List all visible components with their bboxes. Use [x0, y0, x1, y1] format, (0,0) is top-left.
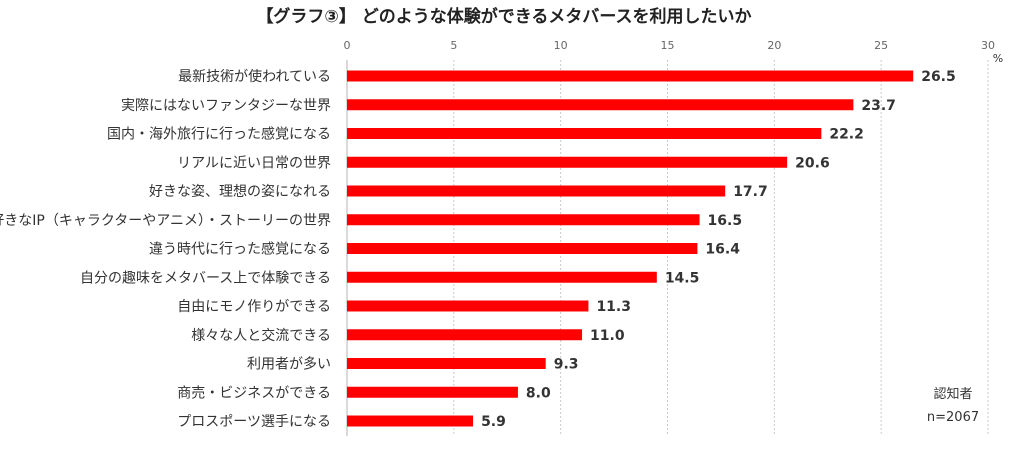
bar	[347, 70, 914, 82]
value-label: 16.4	[705, 242, 740, 258]
value-label: 5.9	[481, 414, 506, 430]
value-label: 17.7	[733, 184, 768, 200]
category-label: 利用者が多い	[247, 356, 331, 373]
value-label: 26.5	[921, 69, 956, 85]
category-label: 自由にモノ作りができる	[177, 299, 331, 315]
value-labels: 26.5 23.7 22.2 20.6 17.7 16.5 16.4 14.5 11.3 11.0…	[481, 69, 956, 430]
category-label: 国内・海外旅行に行った感覚になる	[107, 126, 331, 143]
category-label: 好きなIP（キャラクターやアニメ）・ストーリーの世界	[0, 213, 331, 229]
chart-title: 【グラフ③】 どのような体験ができるメタバースを利用したいか	[256, 6, 751, 27]
bar	[347, 128, 822, 139]
x-axis-ticks: 0 5 10 15 20 25 30	[344, 39, 996, 52]
bar	[347, 329, 583, 341]
category-label: 好きな姿、理想の姿になれる	[149, 184, 331, 200]
x-tick-label: 10	[554, 39, 568, 52]
bar	[347, 358, 546, 369]
category-labels: 最新技術が使われている実際にはないファンタジーな世界国内・海外旅行に行った感覚に…	[0, 68, 331, 430]
category-label: 商売・ビジネスができる	[177, 385, 331, 401]
category-label: プロスポーツ選手になる	[177, 414, 331, 430]
bar	[347, 300, 589, 312]
x-tick-label: 0	[344, 39, 351, 52]
value-label: 23.7	[861, 98, 896, 114]
value-label: 20.6	[795, 155, 830, 171]
category-label: 違う時代に行った感覚になる	[149, 241, 331, 258]
bar	[347, 99, 854, 111]
value-label: 11.3	[596, 299, 631, 315]
bar	[347, 415, 474, 427]
value-label: 22.2	[829, 127, 864, 143]
bar	[347, 214, 700, 226]
bar	[347, 185, 726, 197]
category-label: 実際にはないファンタジーな世界	[121, 98, 331, 114]
value-label: 16.5	[708, 213, 743, 229]
category-label: リアルに近い日常の世界	[177, 155, 331, 171]
value-label: 14.5	[665, 270, 700, 286]
unit-label: %	[993, 52, 1003, 65]
bars	[347, 70, 914, 427]
bar	[347, 156, 788, 168]
x-tick-label: 25	[874, 39, 888, 52]
value-label: 11.0	[590, 328, 625, 344]
value-label: 8.0	[526, 385, 551, 401]
x-tick-label: 20	[767, 39, 781, 52]
category-label: 様々な人と交流できる	[191, 327, 331, 344]
x-tick-label: 5	[450, 39, 457, 52]
sample-size-note: n=2067	[927, 410, 979, 425]
bar	[347, 386, 518, 398]
value-label: 9.3	[554, 357, 579, 373]
category-label: 自分の趣味をメタバース上で体験できる	[80, 270, 331, 286]
bar	[347, 271, 657, 283]
bar	[347, 243, 698, 254]
x-tick-label: 15	[661, 39, 675, 52]
category-label: 最新技術が使われている	[178, 68, 331, 85]
respondent-group-note: 認知者	[933, 386, 972, 402]
x-tick-label: 30	[981, 39, 995, 52]
